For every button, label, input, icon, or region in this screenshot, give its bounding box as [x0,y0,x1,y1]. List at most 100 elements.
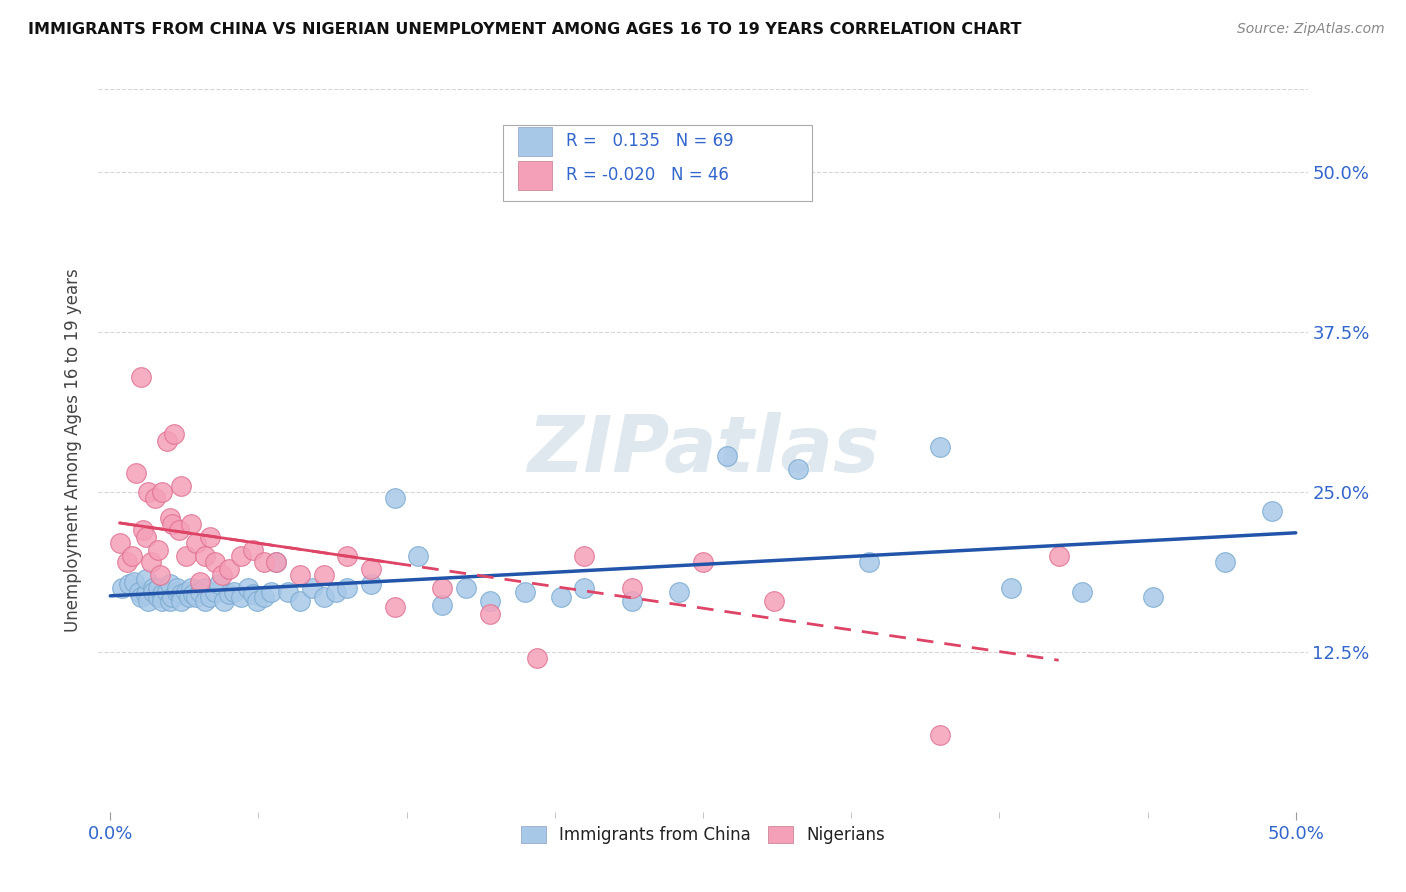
Point [184,536,207,550]
Point [384,600,406,615]
Point [574,581,596,595]
Point [152,587,174,601]
Point [167,524,190,538]
Point [336,581,359,595]
Point [1000,581,1022,595]
Point [229,549,252,563]
Point [574,549,596,563]
Point [156,584,179,599]
Point [142,581,165,595]
Point [198,590,221,604]
Point [152,593,174,607]
Point [146,581,169,595]
FancyBboxPatch shape [517,161,553,190]
Point [142,584,165,599]
Point [159,577,181,591]
Point [277,584,299,599]
Point [325,584,347,599]
Point [170,587,193,601]
Point [360,577,382,591]
Point [620,593,643,607]
Text: Source: ZipAtlas.com: Source: ZipAtlas.com [1237,22,1385,37]
FancyBboxPatch shape [503,126,811,202]
Point [152,485,174,500]
Point [336,549,359,563]
Point [121,549,143,563]
Point [143,491,166,506]
Point [194,581,217,595]
Point [108,536,131,550]
Point [180,581,202,595]
Point [181,587,204,601]
Point [236,581,259,595]
Point [204,555,226,569]
Point [264,555,287,569]
Point [218,562,240,576]
Point [136,485,159,500]
Point [264,555,287,569]
Point [156,434,179,448]
Point [129,370,152,384]
Point [190,584,212,599]
Point [1261,504,1284,518]
Point [1142,590,1164,604]
Point [174,549,197,563]
Point [166,581,188,595]
Point [159,510,181,524]
FancyBboxPatch shape [517,127,553,156]
Point [242,587,264,601]
Point [1213,555,1236,569]
Point [432,581,454,595]
Point [786,462,808,476]
Point [229,590,252,604]
Point [125,466,148,480]
Point [312,568,335,582]
Point [128,584,150,599]
Point [288,593,311,607]
Point [180,516,202,531]
Point [149,568,172,582]
Point [146,542,169,557]
Point [454,581,477,595]
Point [184,590,207,604]
Text: R = -0.020   N = 46: R = -0.020 N = 46 [567,167,730,185]
Text: ZIPatlas: ZIPatlas [527,412,879,489]
Point [132,524,155,538]
Point [208,577,231,591]
Point [384,491,406,506]
Point [260,584,283,599]
Point [135,530,157,544]
Point [301,581,323,595]
Point [139,555,162,569]
Point [160,590,183,604]
Point [170,478,193,492]
Point [122,574,145,589]
Point [136,593,159,607]
Point [692,555,714,569]
Point [242,542,264,557]
Point [763,593,786,607]
Text: IMMIGRANTS FROM CHINA VS NIGERIAN UNEMPLOYMENT AMONG AGES 16 TO 19 YEARS CORRELA: IMMIGRANTS FROM CHINA VS NIGERIAN UNEMPL… [28,22,1022,37]
Point [526,651,548,665]
Point [204,584,226,599]
Point [190,574,212,589]
Y-axis label: Unemployment Among Ages 16 to 19 years: Unemployment Among Ages 16 to 19 years [65,268,83,632]
Point [218,587,240,601]
Point [312,590,335,604]
Point [174,584,197,599]
Point [177,590,200,604]
Point [129,590,152,604]
Point [194,549,217,563]
Point [253,590,276,604]
Point [1071,584,1094,599]
Point [246,593,269,607]
Point [360,562,382,576]
Point [166,584,188,599]
Point [716,449,738,463]
Point [170,593,193,607]
Point [135,587,157,601]
Point [198,530,221,544]
Point [288,568,311,582]
Point [550,590,572,604]
Point [408,549,430,563]
